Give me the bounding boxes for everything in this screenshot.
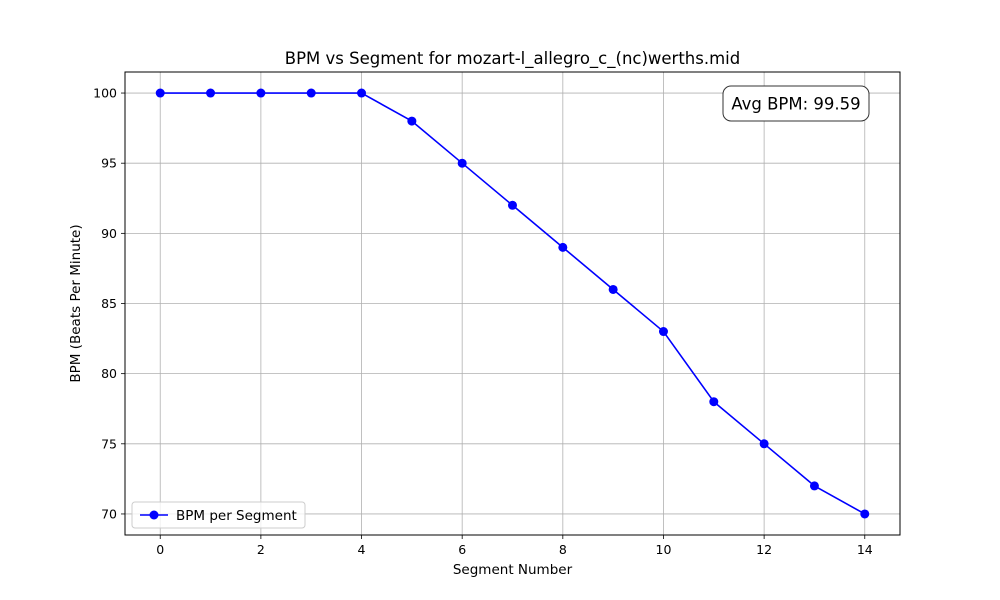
data-point xyxy=(508,200,517,210)
chart-title: BPM vs Segment for mozart-l_allegro_c_(n… xyxy=(285,49,741,69)
y-tick-label: 70 xyxy=(101,506,117,521)
data-point xyxy=(860,509,870,519)
legend: BPM per Segment xyxy=(131,501,306,529)
y-tick-label: 85 xyxy=(101,296,117,311)
y-tick-label: 80 xyxy=(101,366,117,381)
y-tick-label: 90 xyxy=(101,226,117,241)
data-point xyxy=(809,481,819,491)
data-point xyxy=(357,88,367,98)
legend-box xyxy=(131,501,306,529)
x-tick-label: 8 xyxy=(559,542,567,557)
legend-marker-swatch xyxy=(149,510,159,520)
legend-entry-bpm-per-segment: BPM per Segment xyxy=(176,508,297,524)
x-axis-label: Segment Number xyxy=(453,562,573,578)
data-point xyxy=(759,439,769,449)
annotation-box xyxy=(722,85,870,122)
y-tick-label: 100 xyxy=(93,86,117,101)
avg-bpm-annotation: Avg BPM: 99.59 xyxy=(722,85,870,122)
annotation-text: Avg BPM: 99.59 xyxy=(731,95,860,114)
data-point xyxy=(155,88,165,98)
data-point xyxy=(457,158,467,168)
data-point xyxy=(256,88,266,98)
x-tick-label: 2 xyxy=(257,542,265,557)
x-axis-ticks: 0 2 4 6 8 10 12 14 xyxy=(156,535,873,557)
y-tick-label: 75 xyxy=(101,436,117,451)
series-layer xyxy=(155,88,870,519)
x-tick-label: 10 xyxy=(656,542,672,557)
data-point xyxy=(206,88,216,98)
data-point xyxy=(658,327,668,337)
data-point xyxy=(608,284,618,294)
data-point xyxy=(306,88,316,98)
x-tick-label: 0 xyxy=(156,542,164,557)
y-axis-label: BPM (Beats Per Minute) xyxy=(68,224,84,382)
data-point xyxy=(407,116,417,126)
y-tick-label: 95 xyxy=(101,156,117,171)
x-tick-label: 4 xyxy=(358,542,366,557)
data-point xyxy=(558,242,568,252)
plot-area-frame xyxy=(124,71,901,536)
x-tick-label: 14 xyxy=(857,542,873,557)
grid-lines xyxy=(125,72,900,535)
data-point xyxy=(709,397,719,407)
x-tick-label: 12 xyxy=(756,542,772,557)
y-axis-ticks: 70 75 80 85 90 95 100 xyxy=(93,86,125,521)
x-tick-label: 6 xyxy=(458,542,466,557)
